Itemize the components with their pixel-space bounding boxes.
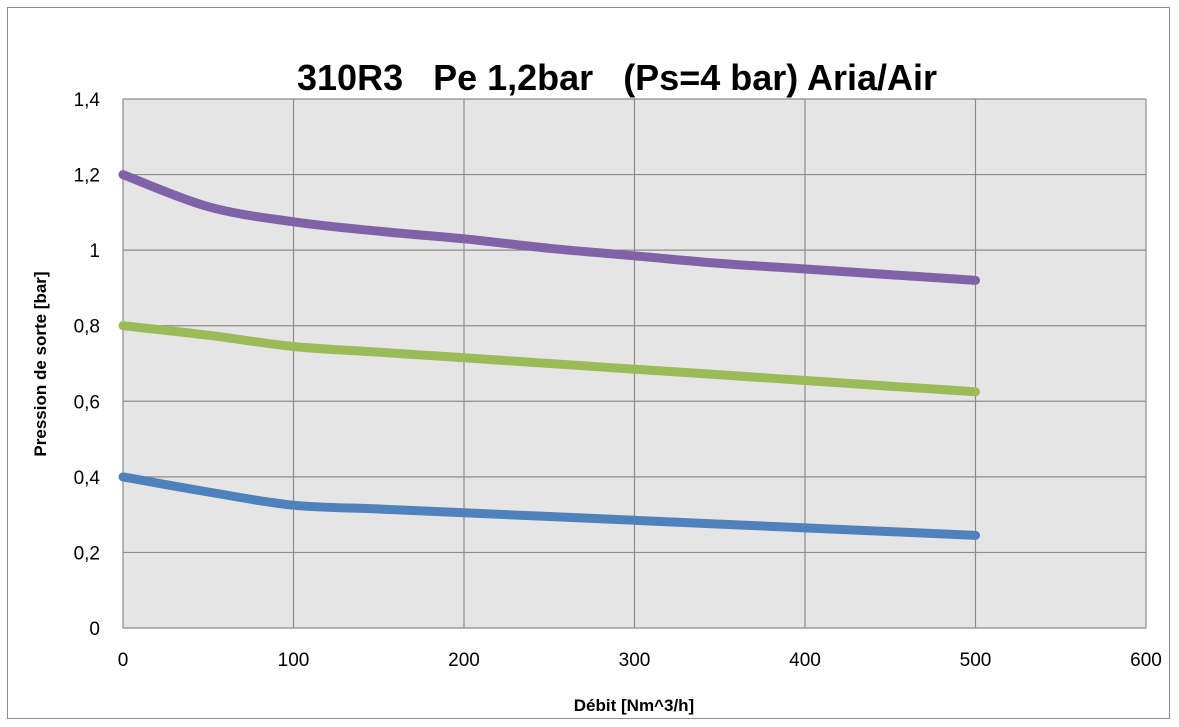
series-line-1 [118,321,980,397]
y-tick-label: 0,2 [74,543,100,564]
series-line-2 [118,472,980,540]
x-tick-label: 0 [118,650,129,671]
series-layer [118,170,980,540]
gridlines [122,98,1147,629]
x-tick-label: 500 [960,650,992,671]
y-tick-label: 0 [89,619,100,640]
x-axis-ticks: 0 100 200 300 400 500 600 [118,650,1162,671]
y-tick-label: 0,6 [74,392,100,413]
y-tick-label: 1,4 [74,90,101,111]
chart-title: 310R3 Pe 1,2bar (Ps=4 bar) Aria/Air [297,57,937,98]
y-axis-ticks: 0 0,2 0,4 0,6 0,8 1 1,2 1,4 [74,90,101,640]
y-tick-label: 1 [89,241,100,262]
y-tick-label: 0,4 [74,468,101,489]
series-line-0 [118,170,980,285]
x-tick-label: 100 [278,650,310,671]
x-tick-label: 200 [448,650,480,671]
y-tick-label: 1,2 [74,166,100,187]
x-tick-label: 600 [1130,650,1162,671]
x-axis-label: Débit [Nm^3/h] [574,696,694,715]
x-tick-label: 300 [619,650,651,671]
y-axis-label: Pression de sorte [bar] [31,271,50,456]
y-tick-label: 0,8 [74,317,100,338]
x-tick-label: 400 [789,650,821,671]
